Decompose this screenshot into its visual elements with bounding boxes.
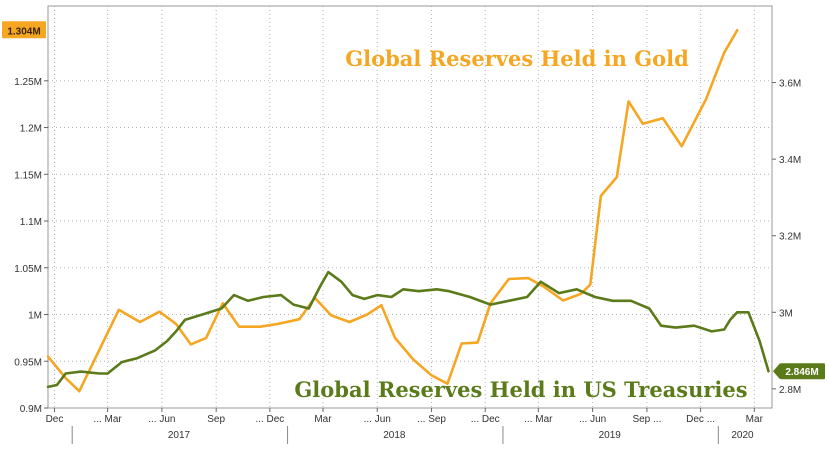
month-label: ... Dec (255, 414, 284, 425)
treasury-series-line (46, 270, 770, 389)
treasury-badge-pointer (773, 363, 780, 380)
gold-series-title: Global Reserves Held in Gold (345, 46, 689, 71)
year-label: 2019 (599, 430, 622, 441)
left-tick-label: 1.2M (20, 124, 42, 135)
month-label: ... Dec (471, 414, 500, 425)
treasury-last-value-text: 2.846M (785, 367, 818, 378)
left-tick-label: 1.15M (14, 170, 42, 181)
month-label: Sep (207, 414, 225, 425)
gold-last-value-text: 1.304M (7, 26, 40, 37)
labels: 0.9M 0.95M 1M 1.05M 1.1M 1.15M 1.2M 1.25M 2.8M 3M… (2, 21, 825, 441)
left-tick-label: 1.05M (14, 264, 42, 275)
treasury-last-value-badge (780, 363, 825, 380)
left-tick-label: 0.95M (14, 357, 42, 368)
month-label: ... Mar (93, 414, 122, 425)
month-label: Mar (314, 414, 332, 425)
axes (44, 5, 776, 444)
gold-series-line (46, 29, 739, 393)
right-tick-label: 2.8M (779, 385, 801, 396)
year-label: 2017 (168, 430, 191, 441)
month-label: ... Jun (364, 414, 391, 425)
gridlines (48, 6, 772, 409)
left-tick-label: 1M (28, 311, 42, 322)
left-tick-label: 1.25M (14, 77, 42, 88)
series-lines (46, 29, 770, 393)
month-label: ... Jun (579, 414, 606, 425)
right-tick-label: 3.4M (779, 155, 801, 166)
month-label: ... Sep (417, 414, 446, 425)
plot-frame (47, 5, 773, 409)
month-label: ... Jun (148, 414, 175, 425)
month-label: Dec (46, 414, 64, 425)
left-tick-label: 0.9M (20, 404, 42, 415)
month-label: ... Mar (524, 414, 553, 425)
right-tick-label: 3M (779, 308, 793, 319)
month-label: Dec ... (686, 414, 715, 425)
right-tick-label: 3.6M (779, 79, 801, 90)
gold-last-value-badge (2, 21, 46, 39)
right-tick-label: 3.2M (779, 232, 801, 243)
month-label: Mar (746, 414, 764, 425)
year-label: 2020 (731, 430, 754, 441)
left-tick-label: 1.1M (20, 217, 42, 228)
year-label: 2018 (383, 430, 406, 441)
treasury-series-title: Global Reserves Held in US Treasuries (294, 377, 747, 402)
month-label: Sep ... (632, 414, 661, 425)
